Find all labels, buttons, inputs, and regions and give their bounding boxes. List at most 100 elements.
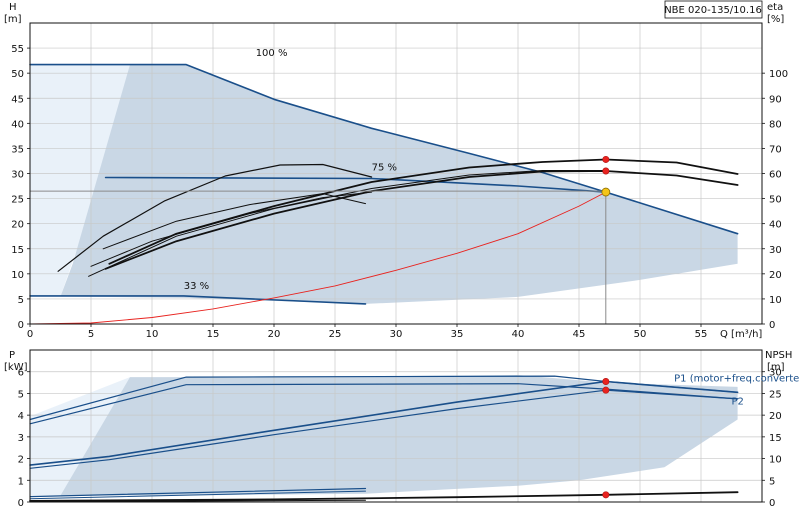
power-gridlines [30,350,762,502]
curve-marker [602,155,610,163]
y-right-tick-label: 30 [769,245,782,256]
curve-3 [29,389,739,469]
y-right-tick-label: 90 [769,94,782,105]
y-left-tick-label: 15 [11,245,24,256]
y-left-tick-label: 40 [11,119,24,130]
x-tick-label: 50 [634,329,647,340]
y-left-tick-label: 55 [11,44,24,55]
y-left-tick-label: 0 [18,498,24,509]
y-right-tick-label: 10 [769,455,782,466]
head-tick-labels: 0510152025303540455055010203040506070809… [11,44,788,340]
y-left-tick-label: 1 [18,476,24,487]
y-right-tick-label: 20 [769,270,782,281]
y-right-tick-label: 5 [769,476,775,487]
eta-axis-label: eta [767,2,783,13]
curve-1 [29,383,739,425]
curve-8 [102,193,366,250]
head-markers [601,155,611,197]
curve-0 [29,63,739,235]
x-tick-label: 0 [27,329,33,340]
head-chart: 0510152025303540455055010203040506070809… [4,2,788,340]
speed-label-100: 100 % [256,48,288,59]
speed-label-33: 33 % [184,281,209,292]
x-tick-label: 40 [512,329,525,340]
curve-1 [104,176,607,193]
y-right-tick-label: 25 [769,389,782,400]
y-left-tick-label: 2 [18,455,24,466]
head-axis-label: H [9,2,17,13]
x-tick-label: 45 [573,329,586,340]
power-curves [29,375,739,503]
x-tick-label: 5 [88,329,94,340]
y-right-tick-label: 40 [769,220,782,231]
head-curves [29,63,739,325]
curve-7 [90,191,373,267]
y-left-tick-label: 4 [18,411,24,422]
power-chart: 0 1 2 3 4 5 6 0 5 10 15 20 25 30 P [kW] NPSH [m] P1 (… [4,349,800,509]
y-left-tick-label: 45 [11,94,24,105]
model-name-box [664,0,763,19]
curve-7 [29,499,366,503]
head-axis-unit: [m] [4,14,22,25]
x-tick-label: 15 [207,329,220,340]
y-left-tick-label: 20 [11,220,24,231]
speed-label-75: 75 % [372,162,397,173]
curve-11 [29,191,607,325]
curve-2 [29,295,367,305]
power-marker [602,377,610,385]
power-marker [602,386,610,394]
curve-4 [29,487,367,498]
power-markers [602,377,610,499]
curve-2 [29,380,739,466]
npsh-axis-label: NPSH [765,350,792,361]
power-axis-label: P [9,350,15,361]
npsh-axis-unit: [m] [767,362,785,373]
y-right-tick-label: 50 [769,195,782,206]
curve-6 [29,491,739,502]
y-left-tick-label: 35 [11,144,24,155]
y-left-tick-label: 3 [18,433,24,444]
series-label-p2: P2 [732,396,744,407]
y-left-tick-label: 5 [18,389,24,400]
curve-4 [104,170,739,270]
curve-marker [602,167,610,175]
y-left-tick-label: 50 [11,69,24,80]
power-marker [602,491,610,499]
operating-point [601,187,611,197]
y-left-tick-label: 0 [18,320,24,331]
y-left-tick-label: 6 [18,368,24,379]
y-right-tick-label: 0 [769,498,775,509]
series-label-p1: P1 (motor+freq.converter) [674,373,800,384]
y-right-tick-label: 20 [769,411,782,422]
y-right-tick-label: 80 [769,119,782,130]
power-plot-frame [29,349,763,503]
y-right-tick-label: 30 [769,368,782,379]
x-tick-label: 55 [695,329,708,340]
y-left-tick-label: 10 [11,270,24,281]
head-gridlines [30,23,762,324]
x-tick-label: 30 [390,329,403,340]
power-tick-labels: 0 1 2 3 4 5 6 0 5 10 15 20 25 30 [18,368,782,509]
curve-5 [29,490,366,500]
y-right-tick-label: 0 [769,320,775,331]
curve-5 [108,158,739,265]
y-left-tick-label: 5 [18,295,24,306]
y-right-tick-label: 15 [769,433,782,444]
power-axis-unit: [kW] [4,362,28,373]
y-left-tick-label: 25 [11,195,24,206]
y-right-tick-label: 100 [769,69,788,80]
x-tick-label: 10 [146,329,159,340]
x-tick-label: 35 [451,329,464,340]
y-right-tick-label: 60 [769,170,782,181]
x-tick-label: 25 [329,329,342,340]
eta-axis-unit: [%] [767,14,784,25]
y-right-tick-label: 70 [769,144,782,155]
y-left-tick-label: 30 [11,170,24,181]
flow-axis-label: Q [m³/h] [720,329,762,340]
light-region [30,64,130,297]
operating-envelope [60,375,738,496]
curve-3 [57,163,373,272]
x-tick-label: 20 [268,329,281,340]
model-name: NBE 020-135/10.16 [664,5,762,16]
